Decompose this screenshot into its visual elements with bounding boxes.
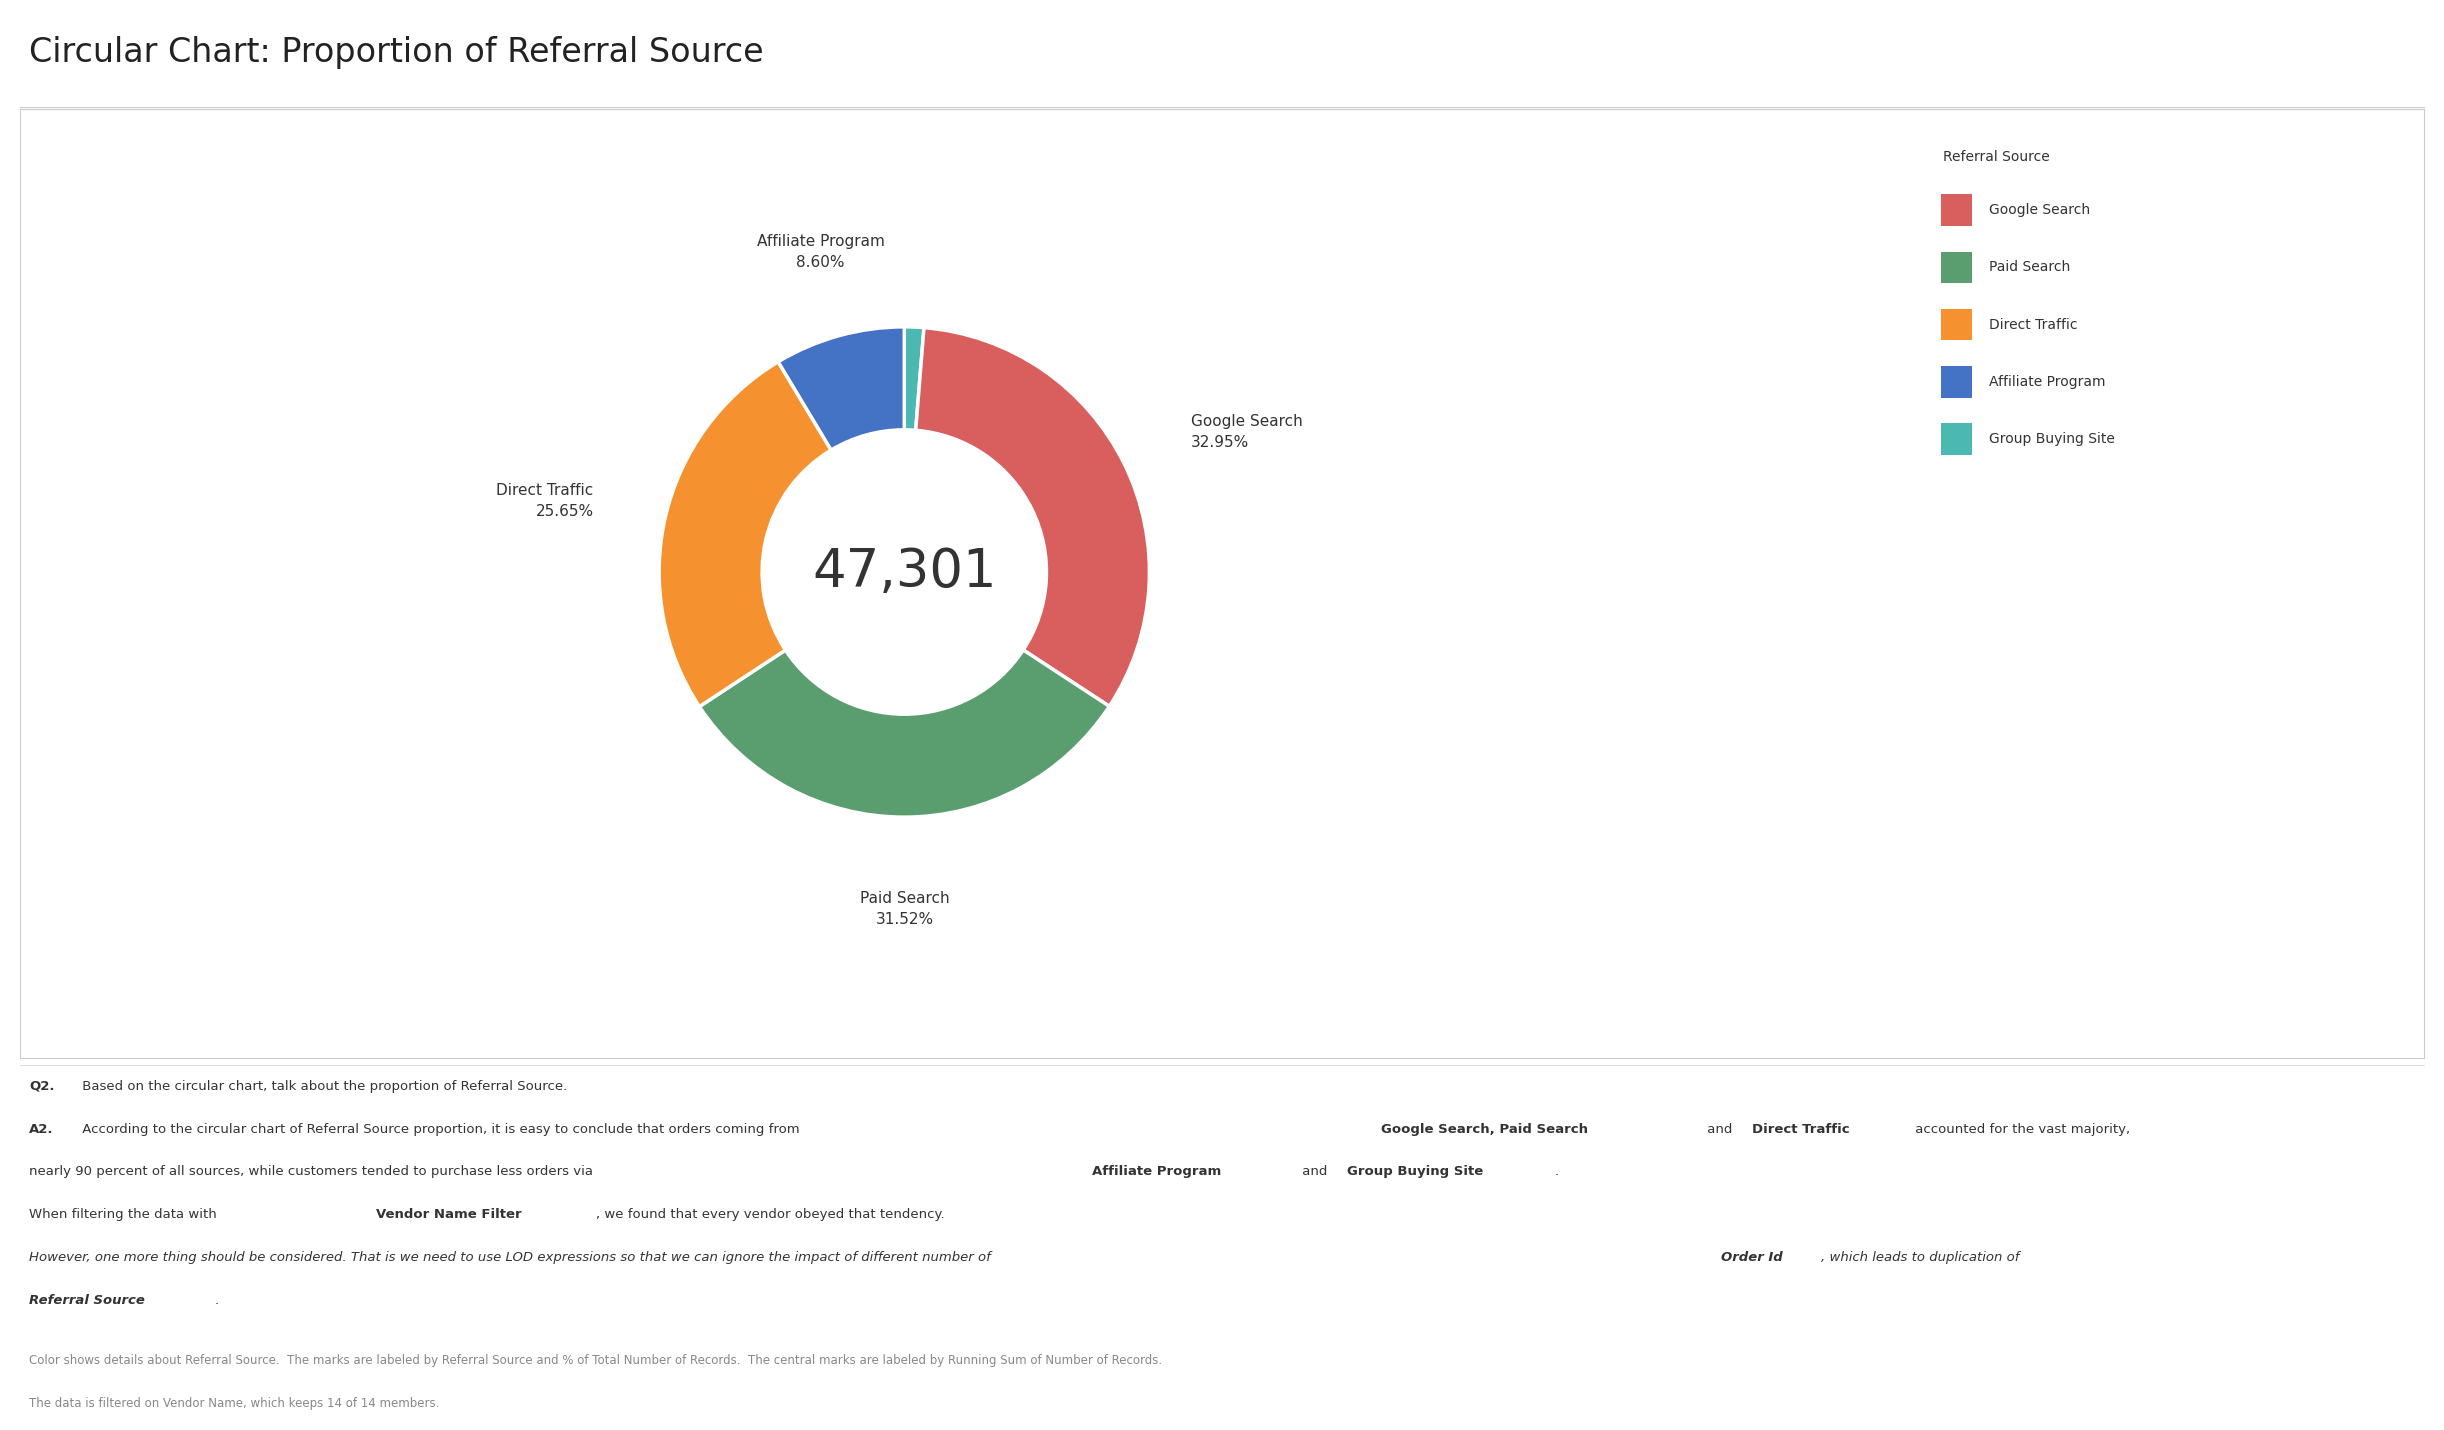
Text: The data is filtered on Vendor Name, which keeps 14 of 14 members.: The data is filtered on Vendor Name, whi… [29,1397,440,1410]
Text: Referral Source: Referral Source [1943,150,2051,164]
Text: Google Search
32.95%: Google Search 32.95% [1190,413,1303,450]
Text: , we found that every vendor obeyed that tendency.: , we found that every vendor obeyed that… [596,1208,946,1221]
Text: Direct Traffic: Direct Traffic [1752,1123,1850,1135]
Text: , which leads to duplication of: , which leads to duplication of [1821,1251,2019,1264]
Text: Order Id: Order Id [1721,1251,1782,1264]
Text: Vendor Name Filter: Vendor Name Filter [376,1208,523,1221]
Text: Color shows details about Referral Source.  The marks are labeled by Referral So: Color shows details about Referral Sourc… [29,1354,1163,1367]
Text: A2.: A2. [29,1123,54,1135]
Text: Referral Source: Referral Source [29,1294,144,1307]
Wedge shape [660,362,831,706]
Text: Affiliate Program: Affiliate Program [1092,1165,1222,1178]
Text: Affiliate Program: Affiliate Program [1989,375,2107,389]
Wedge shape [777,327,904,450]
Text: and: and [1298,1165,1332,1178]
Text: Based on the circular chart, talk about the proportion of Referral Source.: Based on the circular chart, talk about … [78,1080,567,1093]
Wedge shape [904,327,924,430]
Text: However, one more thing should be considered. That is we need to use LOD express: However, one more thing should be consid… [29,1251,995,1264]
Text: Direct Traffic
25.65%: Direct Traffic 25.65% [496,483,594,519]
Text: According to the circular chart of Referral Source proportion, it is easy to con: According to the circular chart of Refer… [78,1123,804,1135]
Text: Google Search: Google Search [1989,203,2090,217]
Text: accounted for the vast majority,: accounted for the vast majority, [1911,1123,2131,1135]
Text: Group Buying Site: Group Buying Site [1347,1165,1484,1178]
Text: and: and [1703,1123,1738,1135]
Text: When filtering the data with: When filtering the data with [29,1208,222,1221]
Text: .: . [1554,1165,1559,1178]
Text: Paid Search: Paid Search [1989,260,2070,275]
Text: Direct Traffic: Direct Traffic [1989,317,2077,332]
Text: Circular Chart: Proportion of Referral Source: Circular Chart: Proportion of Referral S… [29,36,765,69]
Text: .: . [215,1294,220,1307]
Text: 47,301: 47,301 [811,546,997,598]
Text: Affiliate Program
8.60%: Affiliate Program 8.60% [758,233,885,270]
Text: nearly 90 percent of all sources, while customers tended to purchase less orders: nearly 90 percent of all sources, while … [29,1165,599,1178]
Text: Group Buying Site: Group Buying Site [1989,432,2117,446]
Wedge shape [699,649,1110,817]
Text: Google Search, Paid Search: Google Search, Paid Search [1381,1123,1589,1135]
Text: Q2.: Q2. [29,1080,54,1093]
Wedge shape [916,327,1149,706]
Text: Paid Search
31.52%: Paid Search 31.52% [860,891,948,927]
